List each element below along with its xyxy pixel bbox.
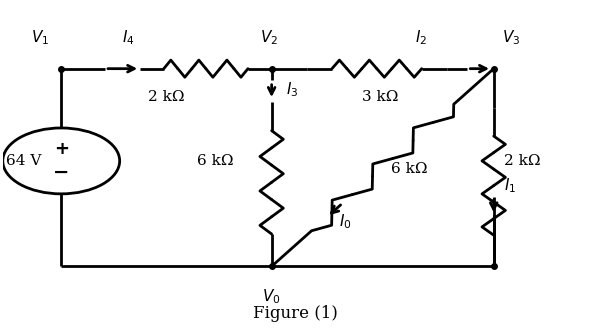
Text: +: + [54, 140, 68, 158]
Text: 2 kΩ: 2 kΩ [504, 154, 540, 168]
Text: $I_1$: $I_1$ [504, 176, 516, 195]
Text: $V_2$: $V_2$ [260, 28, 278, 47]
Text: $V_3$: $V_3$ [503, 28, 521, 47]
Text: 64 V: 64 V [6, 154, 41, 168]
Text: −: − [53, 163, 70, 182]
Text: 6 kΩ: 6 kΩ [197, 154, 234, 168]
Text: Figure (1): Figure (1) [253, 305, 337, 322]
Text: $I_0$: $I_0$ [339, 212, 352, 231]
Text: $V_1$: $V_1$ [31, 28, 50, 47]
Text: $I_3$: $I_3$ [286, 81, 299, 99]
Text: 6 kΩ: 6 kΩ [391, 162, 428, 176]
Text: $V_0$: $V_0$ [263, 288, 281, 307]
Text: 3 kΩ: 3 kΩ [362, 90, 398, 104]
Text: 2 kΩ: 2 kΩ [148, 90, 185, 104]
Text: $I_2$: $I_2$ [415, 28, 427, 47]
Text: $I_4$: $I_4$ [122, 28, 135, 47]
